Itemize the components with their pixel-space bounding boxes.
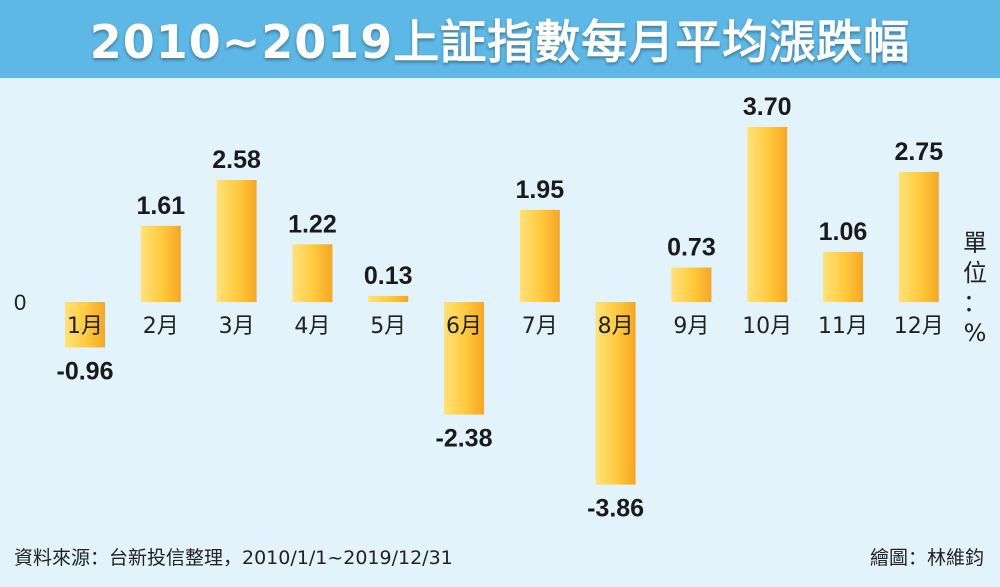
data-label: -3.86 [587,495,644,523]
bar [140,225,181,302]
chart-title: 2010~2019上証指數每月平均漲跌幅 [89,15,911,69]
y-tick-label: 0 [14,290,26,315]
data-label: 1.95 [515,176,564,204]
footer-credit: 繪圖：林維鈞 [869,547,984,569]
x-tick-label: 9月 [673,314,709,339]
unit-label: 單 位 ： % [960,228,990,348]
unit-char: ： [963,289,987,317]
bar [65,302,105,348]
bar [595,302,636,485]
data-label: -0.96 [57,357,114,385]
x-tick-label: 11月 [818,314,868,339]
title-bar: 2010~2019上証指數每月平均漲跌幅 [0,0,1000,78]
data-label: 3.70 [743,93,792,121]
data-label: 1.61 [136,192,185,220]
x-tick-label: 10月 [742,314,792,339]
data-label: -2.38 [436,425,493,453]
x-tick-label: 7月 [522,314,558,339]
data-label: 2.75 [894,138,943,166]
unit-char: 單 [963,229,987,257]
bar [292,244,333,302]
x-tick-label: 3月 [219,314,255,339]
x-tick-label: 8月 [598,314,634,339]
bar [368,295,409,302]
footer-source: 資料來源：台新投信整理，2010/1/1~2019/12/31 [14,547,453,569]
bar [216,180,257,302]
x-tick-label: 2月 [143,314,179,339]
data-label: 1.22 [288,210,337,238]
data-label: 2.58 [212,146,261,174]
data-label: 1.06 [819,218,868,246]
data-label: 0.73 [667,234,716,262]
bar [671,267,712,302]
bar [823,251,863,302]
x-tick-label: 12月 [894,314,944,339]
bar [747,127,788,302]
x-tick-label: 6月 [446,314,482,339]
data-label: 0.13 [364,262,413,290]
x-tick-label: 4月 [294,314,330,339]
bar [444,302,484,415]
bar [898,171,939,302]
unit-char: % [963,319,987,347]
bar [519,209,560,302]
x-tick-label: 1月 [67,314,103,339]
unit-char: 位 [963,259,987,287]
x-tick-label: 5月 [370,314,406,339]
